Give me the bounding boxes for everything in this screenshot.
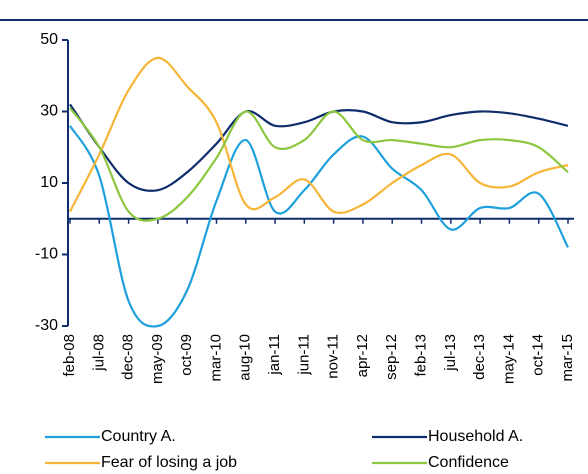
legend-label: Household A.: [428, 428, 523, 445]
y-tick-label: 10: [40, 174, 58, 191]
series-line: [69, 56, 569, 215]
x-tick-label: jan-11: [266, 334, 283, 376]
x-tick-label: feb-13: [412, 334, 429, 377]
x-tick-label: nov-11: [325, 334, 342, 379]
series-line: [69, 103, 569, 192]
x-tick-label: mar-15: [559, 334, 576, 382]
y-tick-label: -10: [35, 246, 58, 263]
legend-label: Country A.: [101, 428, 176, 445]
legend-label: Fear of losing a job: [101, 454, 237, 471]
x-tick-label: dec-08: [120, 334, 137, 380]
x-tick-label: may-14: [500, 334, 517, 384]
x-tick-label: mar-10: [207, 334, 224, 382]
x-tick-label: apr-12: [354, 334, 371, 377]
x-tick-label: jun-11: [295, 334, 312, 376]
x-tick-label: dec-13: [471, 334, 488, 380]
x-tick-label: feb-08: [61, 334, 78, 377]
series-line: [69, 125, 569, 328]
x-tick-label: jul-13: [442, 334, 459, 372]
x-tick-label: aug-10: [237, 334, 254, 381]
y-tick-label: 30: [40, 103, 58, 120]
y-tick-label: -30: [35, 317, 58, 334]
series-line: [69, 107, 569, 222]
y-tick-label: 50: [40, 31, 58, 48]
x-tick-label: may-09: [149, 334, 166, 384]
x-tick-label: oct-14: [530, 334, 547, 376]
legend-label: Confidence: [428, 454, 509, 471]
x-tick-label: sep-12: [383, 334, 400, 380]
x-tick-label: oct-09: [178, 334, 195, 376]
x-tick-label: jul-08: [90, 334, 107, 372]
